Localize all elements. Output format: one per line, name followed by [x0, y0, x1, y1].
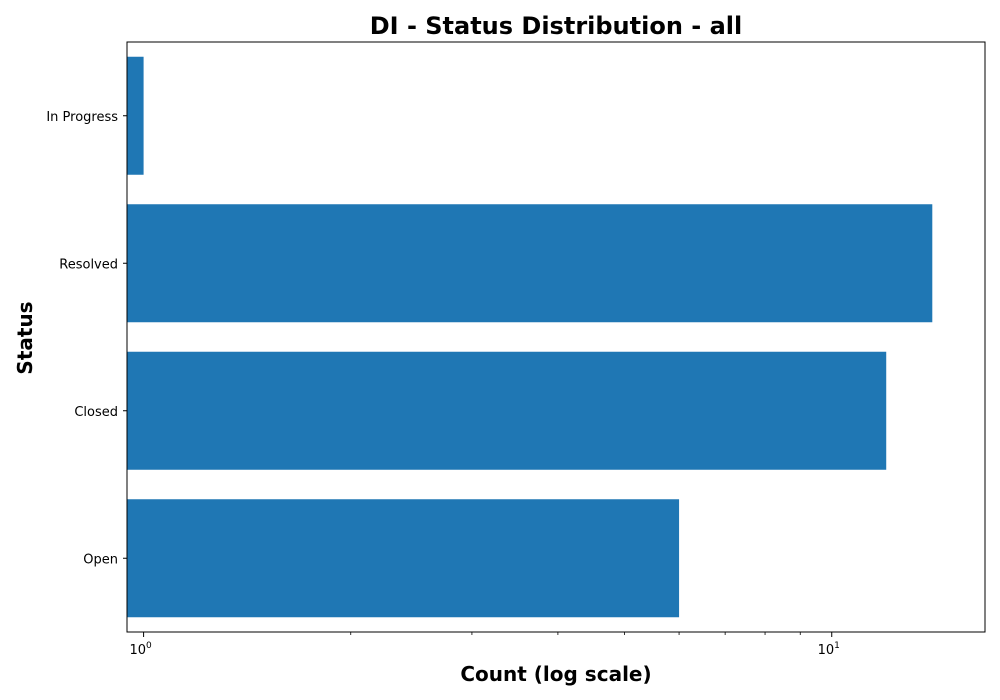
bars-layer [127, 56, 933, 618]
bar-resolved [127, 204, 933, 323]
y-axis-label: Status [13, 301, 37, 374]
x-axis-label: Count (log scale) [460, 662, 651, 686]
bar-open [127, 499, 680, 618]
axes-layer: Open Closed Resolved In Progress 100 101 [46, 41, 986, 658]
y-tick-label-open: Open [83, 552, 118, 567]
bar-closed [127, 351, 887, 470]
x-tick-label: 101 [818, 641, 840, 658]
bar-in-progress [127, 56, 144, 175]
plot-frame [126, 41, 986, 633]
chart-title: DI - Status Distribution - all [370, 12, 743, 40]
y-tick-label-closed: Closed [74, 405, 118, 420]
y-tick-label-in-progress: In Progress [46, 110, 118, 125]
x-tick-label: 100 [129, 641, 152, 658]
y-tick-label-resolved: Resolved [59, 257, 118, 272]
